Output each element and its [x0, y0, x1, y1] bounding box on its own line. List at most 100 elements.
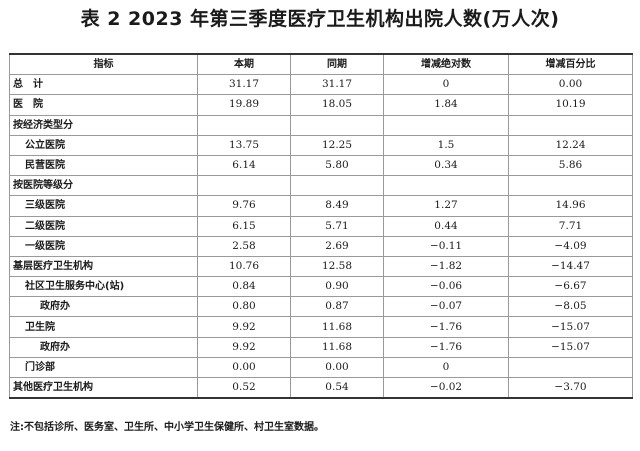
current-value	[197, 175, 291, 197]
table-row: 民营医院 6.14 5.80 0.34 5.86	[9, 154, 633, 177]
header-indicator: 指标	[9, 53, 198, 76]
current-value: 10.76	[197, 255, 291, 278]
table-row: 总 计 31.17 31.17 0 0.00	[9, 74, 633, 96]
table-row: 公立医院 13.75 12.25 1.5 12.24	[9, 134, 633, 156]
row-label: 三级医院	[9, 195, 198, 217]
current-value: 9.92	[197, 316, 291, 338]
percent-change: −8.05	[508, 296, 633, 318]
percent-change: 10.19	[508, 94, 633, 116]
table-row: 按经济类型分	[9, 114, 633, 136]
current-value: 13.75	[197, 134, 291, 156]
row-label: 医 院	[9, 94, 198, 116]
percent-change: −14.47	[508, 255, 633, 278]
percent-change: 12.24	[508, 134, 633, 156]
row-label: 门诊部	[9, 356, 198, 379]
table-row: 政府办 9.92 11.68 −1.76 −15.07	[9, 336, 633, 358]
current-value: 2.58	[197, 235, 291, 257]
same-period-value: 0.54	[290, 377, 384, 400]
same-period-value	[290, 114, 384, 136]
percent-change	[508, 175, 633, 197]
header-absolute-change: 增减绝对数	[383, 53, 509, 76]
same-period-value	[290, 175, 384, 197]
same-period-value: 18.05	[290, 94, 384, 116]
current-value: 0.80	[197, 296, 291, 318]
same-period-value: 2.69	[290, 235, 384, 257]
table-row: 其他医疗卫生机构 0.52 0.54 −0.02 −3.70	[9, 377, 633, 400]
current-value: 6.15	[197, 215, 291, 237]
same-period-value: 0.90	[290, 276, 384, 298]
absolute-change: −0.02	[383, 377, 509, 400]
row-label: 总 计	[9, 74, 198, 96]
row-label: 按医院等级分	[9, 175, 198, 197]
absolute-change: 1.5	[383, 134, 509, 156]
same-period-value: 5.80	[290, 154, 384, 177]
percent-change: −6.67	[508, 276, 633, 298]
current-value: 0.00	[197, 356, 291, 379]
row-label: 卫生院	[9, 316, 198, 338]
absolute-change: 0	[383, 356, 509, 379]
current-value: 19.89	[197, 94, 291, 116]
current-value	[197, 114, 291, 136]
percent-change: 5.86	[508, 154, 633, 177]
same-period-value: 5.71	[290, 215, 384, 237]
current-value: 9.76	[197, 195, 291, 217]
table-title: 表 2 2023 年第三季度医疗卫生机构出院人数(万人次)	[80, 8, 560, 30]
same-period-value: 8.49	[290, 195, 384, 217]
row-label: 一级医院	[9, 235, 198, 257]
absolute-change: −1.82	[383, 255, 509, 278]
footnote: 注:不包括诊所、医务室、卫生所、中小学卫生保健所、村卫生室数据。	[10, 422, 324, 433]
absolute-change	[383, 114, 509, 136]
table-row: 卫生院 9.92 11.68 −1.76 −15.07	[9, 316, 633, 338]
table-row: 一级医院 2.58 2.69 −0.11 −4.09	[9, 235, 633, 257]
table-row: 二级医院 6.15 5.71 0.44 7.71	[9, 215, 633, 237]
absolute-change: −1.76	[383, 336, 509, 358]
current-value: 9.92	[197, 336, 291, 358]
table-row: 按医院等级分	[9, 175, 633, 197]
discharge-statistics-table: 指标 本期 同期 增减绝对数 增减百分比 总 计 31.17 31.17 0 0.00 医…	[9, 53, 633, 400]
row-label: 其他医疗卫生机构	[9, 377, 198, 400]
percent-change: −15.07	[508, 316, 633, 338]
same-period-value: 0.00	[290, 356, 384, 379]
row-label: 政府办	[9, 336, 198, 358]
absolute-change: −0.06	[383, 276, 509, 298]
absolute-change: 0.44	[383, 215, 509, 237]
table-row: 门诊部 0.00 0.00 0	[9, 356, 633, 379]
absolute-change	[383, 175, 509, 197]
same-period-value: 12.25	[290, 134, 384, 156]
percent-change: −4.09	[508, 235, 633, 257]
absolute-change: −1.76	[383, 316, 509, 338]
row-label: 民营医院	[9, 154, 198, 177]
current-value: 0.52	[197, 377, 291, 400]
table-row: 社区卫生服务中心(站) 0.84 0.90 −0.06 −6.67	[9, 276, 633, 298]
same-period-value: 0.87	[290, 296, 384, 318]
absolute-change: 0	[383, 74, 509, 96]
table-row: 政府办 0.80 0.87 −0.07 −8.05	[9, 296, 633, 318]
row-label: 二级医院	[9, 215, 198, 237]
absolute-change: −0.11	[383, 235, 509, 257]
percent-change: −15.07	[508, 336, 633, 358]
current-value: 0.84	[197, 276, 291, 298]
header-percent-change: 增减百分比	[508, 53, 633, 76]
row-label: 按经济类型分	[9, 114, 198, 136]
header-current-period: 本期	[197, 53, 291, 76]
same-period-value: 31.17	[290, 74, 384, 96]
row-label: 公立医院	[9, 134, 198, 156]
table-body: 总 计 31.17 31.17 0 0.00 医 院 19.89 18.05 1.84 10.19…	[9, 74, 633, 400]
percent-change: 14.96	[508, 195, 633, 217]
table-header-row: 指标 本期 同期 增减绝对数 增减百分比	[9, 53, 633, 76]
row-label: 基层医疗卫生机构	[9, 255, 198, 278]
percent-change	[508, 356, 633, 379]
current-value: 6.14	[197, 154, 291, 177]
table-row: 基层医疗卫生机构 10.76 12.58 −1.82 −14.47	[9, 255, 633, 278]
absolute-change: 1.84	[383, 94, 509, 116]
absolute-change: 0.34	[383, 154, 509, 177]
percent-change: −3.70	[508, 377, 633, 400]
same-period-value: 11.68	[290, 336, 384, 358]
same-period-value: 12.58	[290, 255, 384, 278]
table-row: 医 院 19.89 18.05 1.84 10.19	[9, 94, 633, 116]
absolute-change: −0.07	[383, 296, 509, 318]
row-label: 社区卫生服务中心(站)	[9, 276, 198, 298]
header-same-period: 同期	[290, 53, 384, 76]
absolute-change: 1.27	[383, 195, 509, 217]
